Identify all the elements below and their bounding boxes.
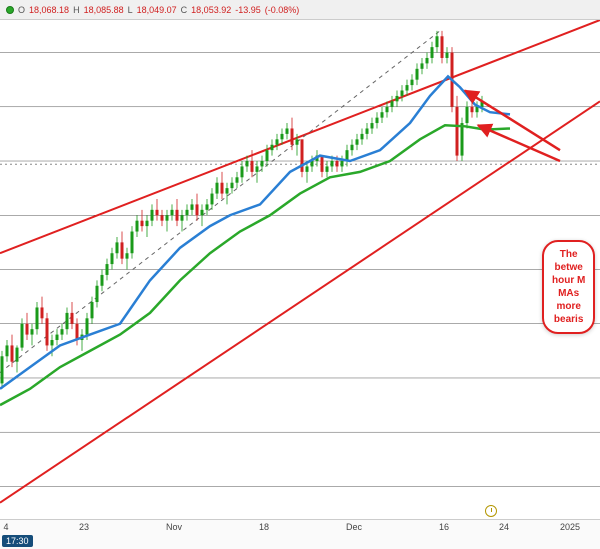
status-dot-icon [6, 6, 14, 14]
chart-plot-area[interactable]: Thebetwehour MMAsmorebearis [0, 20, 600, 519]
x-axis-tick: 23 [79, 522, 89, 532]
change-value: -13.95 [235, 5, 261, 15]
clock-icon [485, 505, 497, 517]
chart-container: O 18,068.18 H 18,085.88 L 18,049.07 C 18… [0, 0, 600, 549]
low-value: 18,049.07 [137, 5, 177, 15]
x-axis-tick: 24 [499, 522, 509, 532]
x-axis-tick: Nov [166, 522, 182, 532]
low-label: L [128, 5, 133, 15]
high-label: H [73, 5, 80, 15]
x-axis-tick: 18 [259, 522, 269, 532]
annotation-callout: Thebetwehour MMAsmorebearis [542, 240, 595, 334]
x-axis-tick: 2025 [560, 522, 580, 532]
x-axis-tick: 4 [3, 522, 8, 532]
x-axis: 17:30 4 23 Nov 18 Dec 16 24 2025 [0, 519, 600, 549]
ohlc-readout: O 18,068.18 H 18,085.88 L 18,049.07 C 18… [18, 5, 299, 15]
close-label: C [181, 5, 188, 15]
close-value: 18,053.92 [191, 5, 231, 15]
time-badge: 17:30 [2, 535, 33, 547]
chart-svg [0, 20, 600, 519]
x-axis-tick: 16 [439, 522, 449, 532]
top-info-bar: O 18,068.18 H 18,085.88 L 18,049.07 C 18… [0, 0, 600, 20]
open-label: O [18, 5, 25, 15]
open-value: 18,068.18 [29, 5, 69, 15]
high-value: 18,085.88 [84, 5, 124, 15]
x-axis-tick: Dec [346, 522, 362, 532]
change-pct-value: (-0.08%) [265, 5, 300, 15]
